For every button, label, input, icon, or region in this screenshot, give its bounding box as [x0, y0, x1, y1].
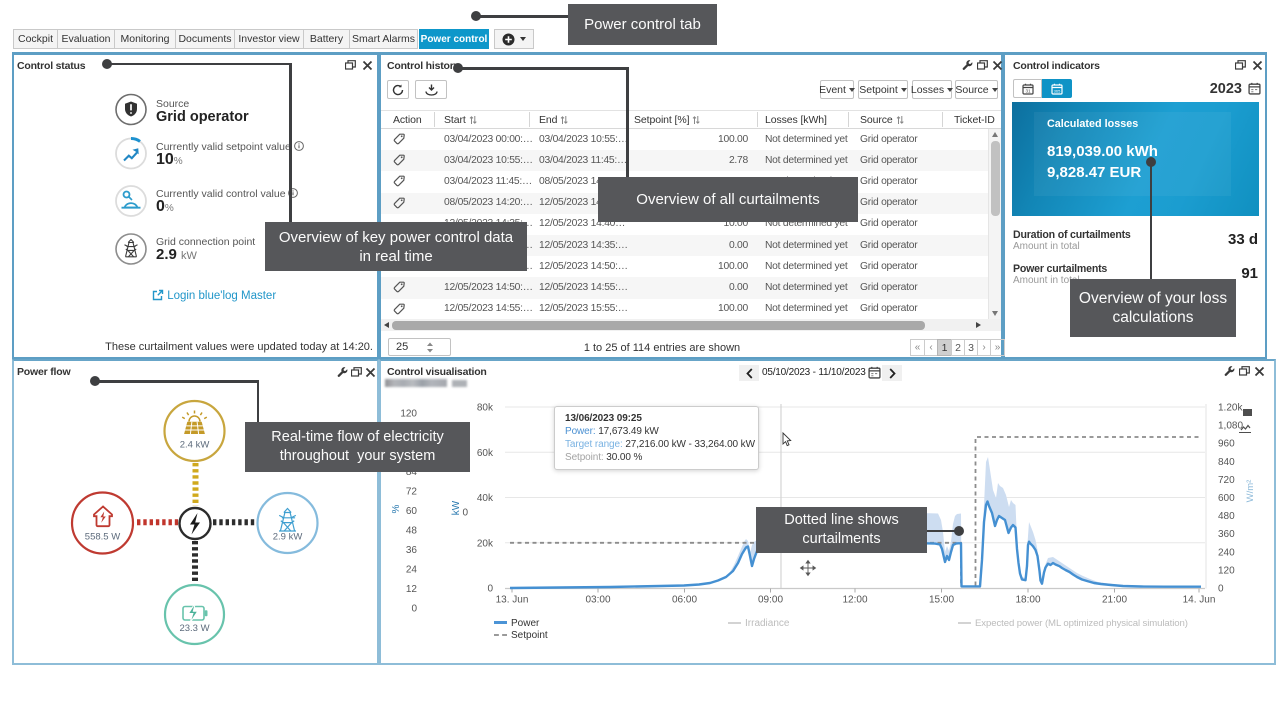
- svg-text:84: 84: [406, 467, 418, 478]
- svg-text:720: 720: [1218, 475, 1235, 486]
- svg-text:0: 0: [1218, 584, 1224, 595]
- svg-text:72: 72: [406, 486, 418, 497]
- svg-text:558.5 W: 558.5 W: [85, 532, 120, 543]
- svg-text:%: %: [391, 504, 402, 513]
- svg-text:2.9 kW: 2.9 kW: [273, 532, 303, 543]
- svg-text:2.4 kW: 2.4 kW: [180, 440, 210, 451]
- svg-text:0: 0: [462, 508, 468, 519]
- svg-text:840: 840: [1218, 457, 1235, 468]
- svg-text:20k: 20k: [477, 538, 494, 549]
- svg-text:31: 31: [1025, 88, 1031, 93]
- svg-text:24: 24: [406, 564, 418, 575]
- svg-text:240: 240: [1218, 547, 1235, 558]
- svg-text:365: 365: [1054, 88, 1061, 93]
- svg-text:18:00: 18:00: [1015, 595, 1040, 606]
- svg-text:600: 600: [1218, 493, 1235, 504]
- svg-text:360: 360: [1218, 529, 1235, 540]
- svg-text:0: 0: [411, 603, 417, 614]
- svg-text:120: 120: [400, 409, 417, 420]
- svg-text:15:00: 15:00: [929, 595, 954, 606]
- svg-text:13. Jun: 13. Jun: [496, 595, 529, 606]
- svg-text:48: 48: [406, 525, 418, 536]
- svg-text:80k: 80k: [477, 403, 494, 414]
- svg-text:0: 0: [487, 584, 493, 595]
- svg-text:120: 120: [1218, 565, 1235, 576]
- svg-text:12: 12: [406, 584, 418, 595]
- svg-text:60: 60: [406, 506, 418, 517]
- svg-text:03:00: 03:00: [585, 595, 610, 606]
- svg-text:kW: kW: [451, 500, 462, 515]
- svg-text:W/m²: W/m²: [1245, 480, 1256, 503]
- svg-text:09:00: 09:00: [758, 595, 783, 606]
- svg-text:960: 960: [1218, 439, 1235, 450]
- svg-text:12:00: 12:00: [842, 595, 867, 606]
- svg-text:40k: 40k: [477, 493, 494, 504]
- svg-text:06:00: 06:00: [672, 595, 697, 606]
- svg-text:1.20k: 1.20k: [1218, 403, 1243, 414]
- svg-text:21:00: 21:00: [1102, 595, 1127, 606]
- svg-text:480: 480: [1218, 511, 1235, 522]
- svg-text:36: 36: [406, 545, 418, 556]
- svg-text:60k: 60k: [477, 448, 494, 459]
- svg-text:14. Jun: 14. Jun: [1183, 595, 1216, 606]
- svg-text:23.3 W: 23.3 W: [179, 623, 209, 634]
- svg-text:1,080: 1,080: [1218, 421, 1243, 432]
